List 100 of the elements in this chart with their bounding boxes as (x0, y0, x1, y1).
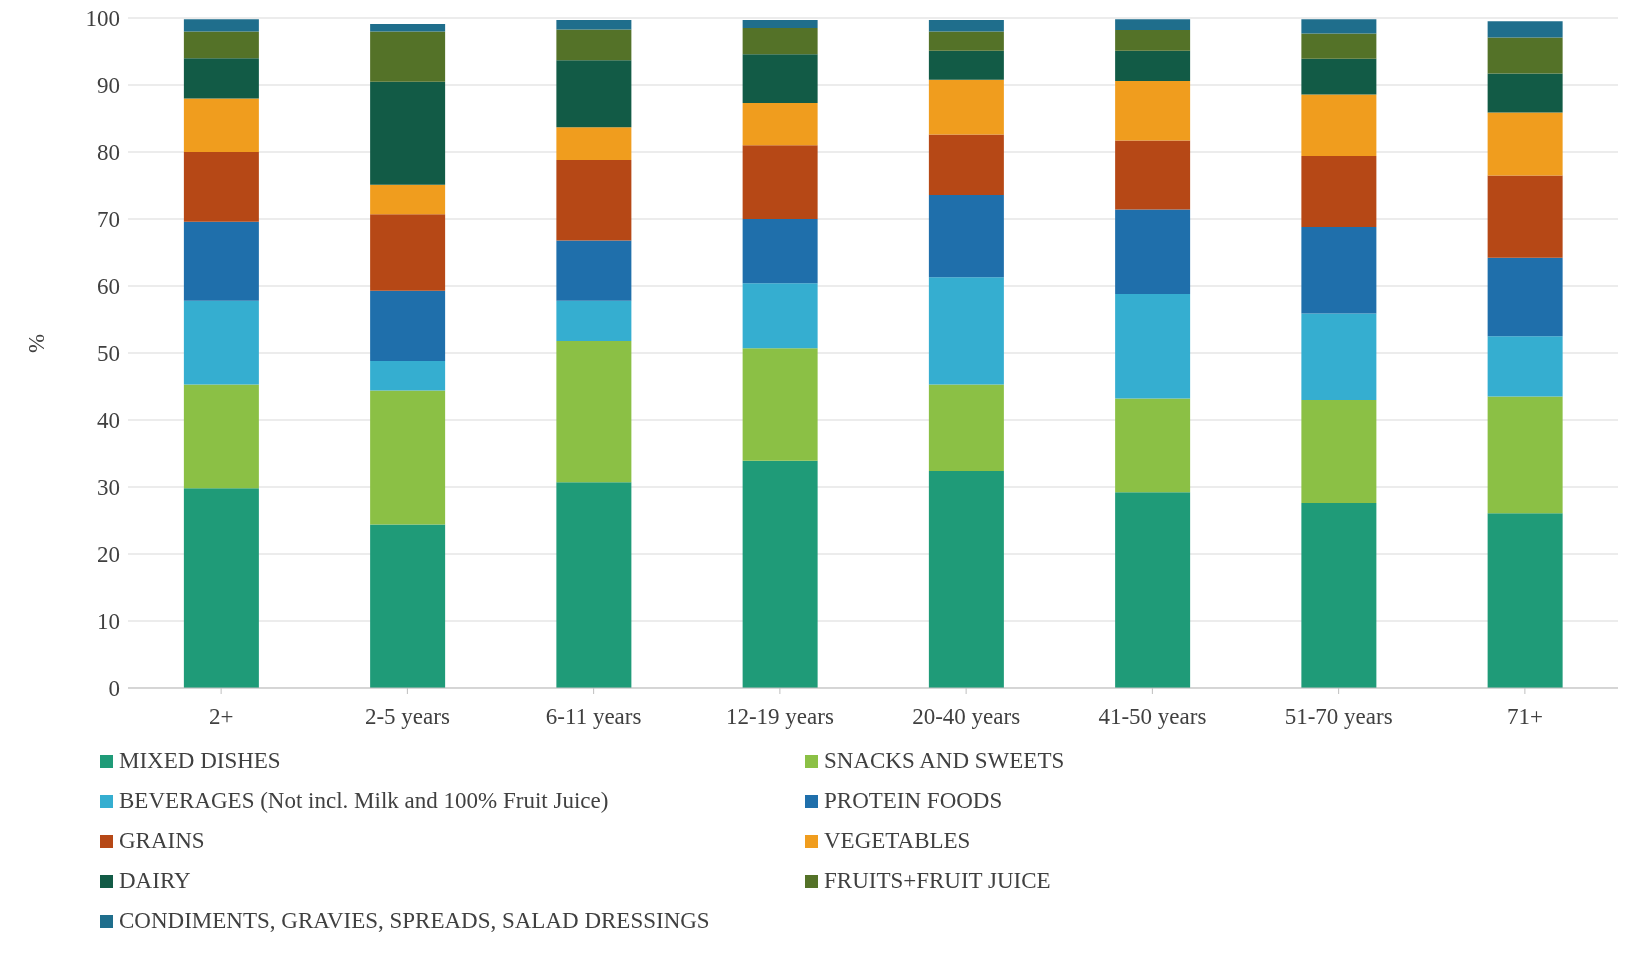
bar (1301, 58, 1377, 95)
x-tick-label: 51-70 years (1284, 704, 1393, 730)
bar (183, 58, 259, 99)
bar (742, 460, 818, 688)
legend-label: SNACKS AND SWEETS (824, 748, 1065, 774)
legend-label: DAIRY (119, 868, 191, 894)
bar (556, 240, 632, 301)
x-tick-label: 71+ (1506, 704, 1543, 730)
bar (556, 300, 632, 341)
bar (928, 277, 1004, 385)
bar (370, 184, 446, 215)
bar (1115, 80, 1191, 141)
x-tick-label: 2-5 years (364, 704, 450, 730)
bar (928, 134, 1004, 195)
bar (556, 127, 632, 161)
bar (742, 28, 818, 55)
bar (1487, 257, 1563, 337)
bar (556, 20, 632, 30)
bar (1487, 37, 1563, 74)
bar (742, 219, 818, 284)
bar (928, 470, 1004, 688)
bar (556, 482, 632, 688)
bar (742, 283, 818, 349)
bar (1301, 94, 1377, 157)
bar (742, 145, 818, 219)
bar (1487, 336, 1563, 397)
y-tick-label: 60 (97, 274, 120, 300)
bar (183, 152, 259, 222)
y-tick-label: 70 (97, 207, 120, 233)
bar (742, 103, 818, 146)
bar (183, 31, 259, 59)
bar (556, 29, 632, 61)
legend-label: CONDIMENTS, GRAVIES, SPREADS, SALAD DRESSINGS (119, 908, 710, 934)
bar (1301, 313, 1377, 400)
legend-label: GRAINS (119, 828, 205, 854)
legend-label: MIXED DISHES (119, 748, 281, 774)
bar (1115, 30, 1191, 51)
bar (1301, 399, 1377, 504)
bar (1487, 21, 1563, 38)
y-tick-label: 80 (97, 140, 120, 166)
bar (1115, 492, 1191, 688)
bar (556, 60, 632, 128)
bar (370, 390, 446, 525)
x-tick-label: 2+ (208, 704, 234, 730)
bar (1115, 140, 1191, 210)
bar (1487, 513, 1563, 688)
y-tick-label: 30 (97, 475, 120, 501)
bar (370, 290, 446, 362)
x-tick-label: 41-50 years (1098, 704, 1207, 730)
bar (928, 194, 1004, 278)
bar (1115, 398, 1191, 493)
bar (1487, 73, 1563, 113)
bar (1301, 227, 1377, 314)
y-tick-label: 40 (97, 408, 120, 434)
bar (370, 24, 446, 32)
x-tick-label: 6-11 years (545, 704, 642, 730)
legend-label: VEGETABLES (824, 828, 971, 854)
bar (742, 348, 818, 461)
y-tick-label: 10 (97, 609, 120, 635)
bar (1115, 19, 1191, 31)
bar (370, 31, 446, 82)
y-tick-label: 50 (97, 341, 120, 367)
bar (370, 361, 446, 391)
bar (1487, 396, 1563, 514)
bar (742, 54, 818, 104)
bar (370, 524, 446, 688)
bar (1115, 209, 1191, 295)
bar (742, 20, 818, 29)
bar (928, 384, 1004, 471)
bar (183, 221, 259, 301)
bar (1487, 112, 1563, 176)
bar (1487, 175, 1563, 258)
bar (928, 50, 1004, 80)
legend-label: FRUITS+FRUIT JUICE (824, 868, 1051, 894)
x-tick-label: 20-40 years (912, 704, 1021, 730)
bar (1115, 50, 1191, 81)
bar (1301, 503, 1377, 688)
bar (183, 98, 259, 152)
bar (928, 31, 1004, 51)
y-tick-label: 0 (108, 676, 120, 702)
legend-label: BEVERAGES (Not incl. Milk and 100% Fruit Juice) (119, 788, 609, 814)
bar (183, 300, 259, 385)
legend-label: PROTEIN FOODS (824, 788, 1003, 814)
bar (1301, 33, 1377, 59)
x-tick-label: 12-19 years (725, 704, 834, 730)
bar (1301, 19, 1377, 34)
bar (370, 81, 446, 185)
bar (1115, 294, 1191, 399)
bar (1301, 156, 1377, 228)
bar (183, 488, 259, 688)
bar (556, 160, 632, 241)
y-tick-label: 20 (97, 542, 120, 568)
bar (928, 79, 1004, 135)
y-tick-label: 100 (85, 6, 120, 32)
bar (183, 19, 259, 32)
bar (556, 340, 632, 483)
y-axis-title: % (24, 333, 50, 353)
bar (370, 214, 446, 291)
bar (928, 20, 1004, 32)
bar (183, 384, 259, 489)
